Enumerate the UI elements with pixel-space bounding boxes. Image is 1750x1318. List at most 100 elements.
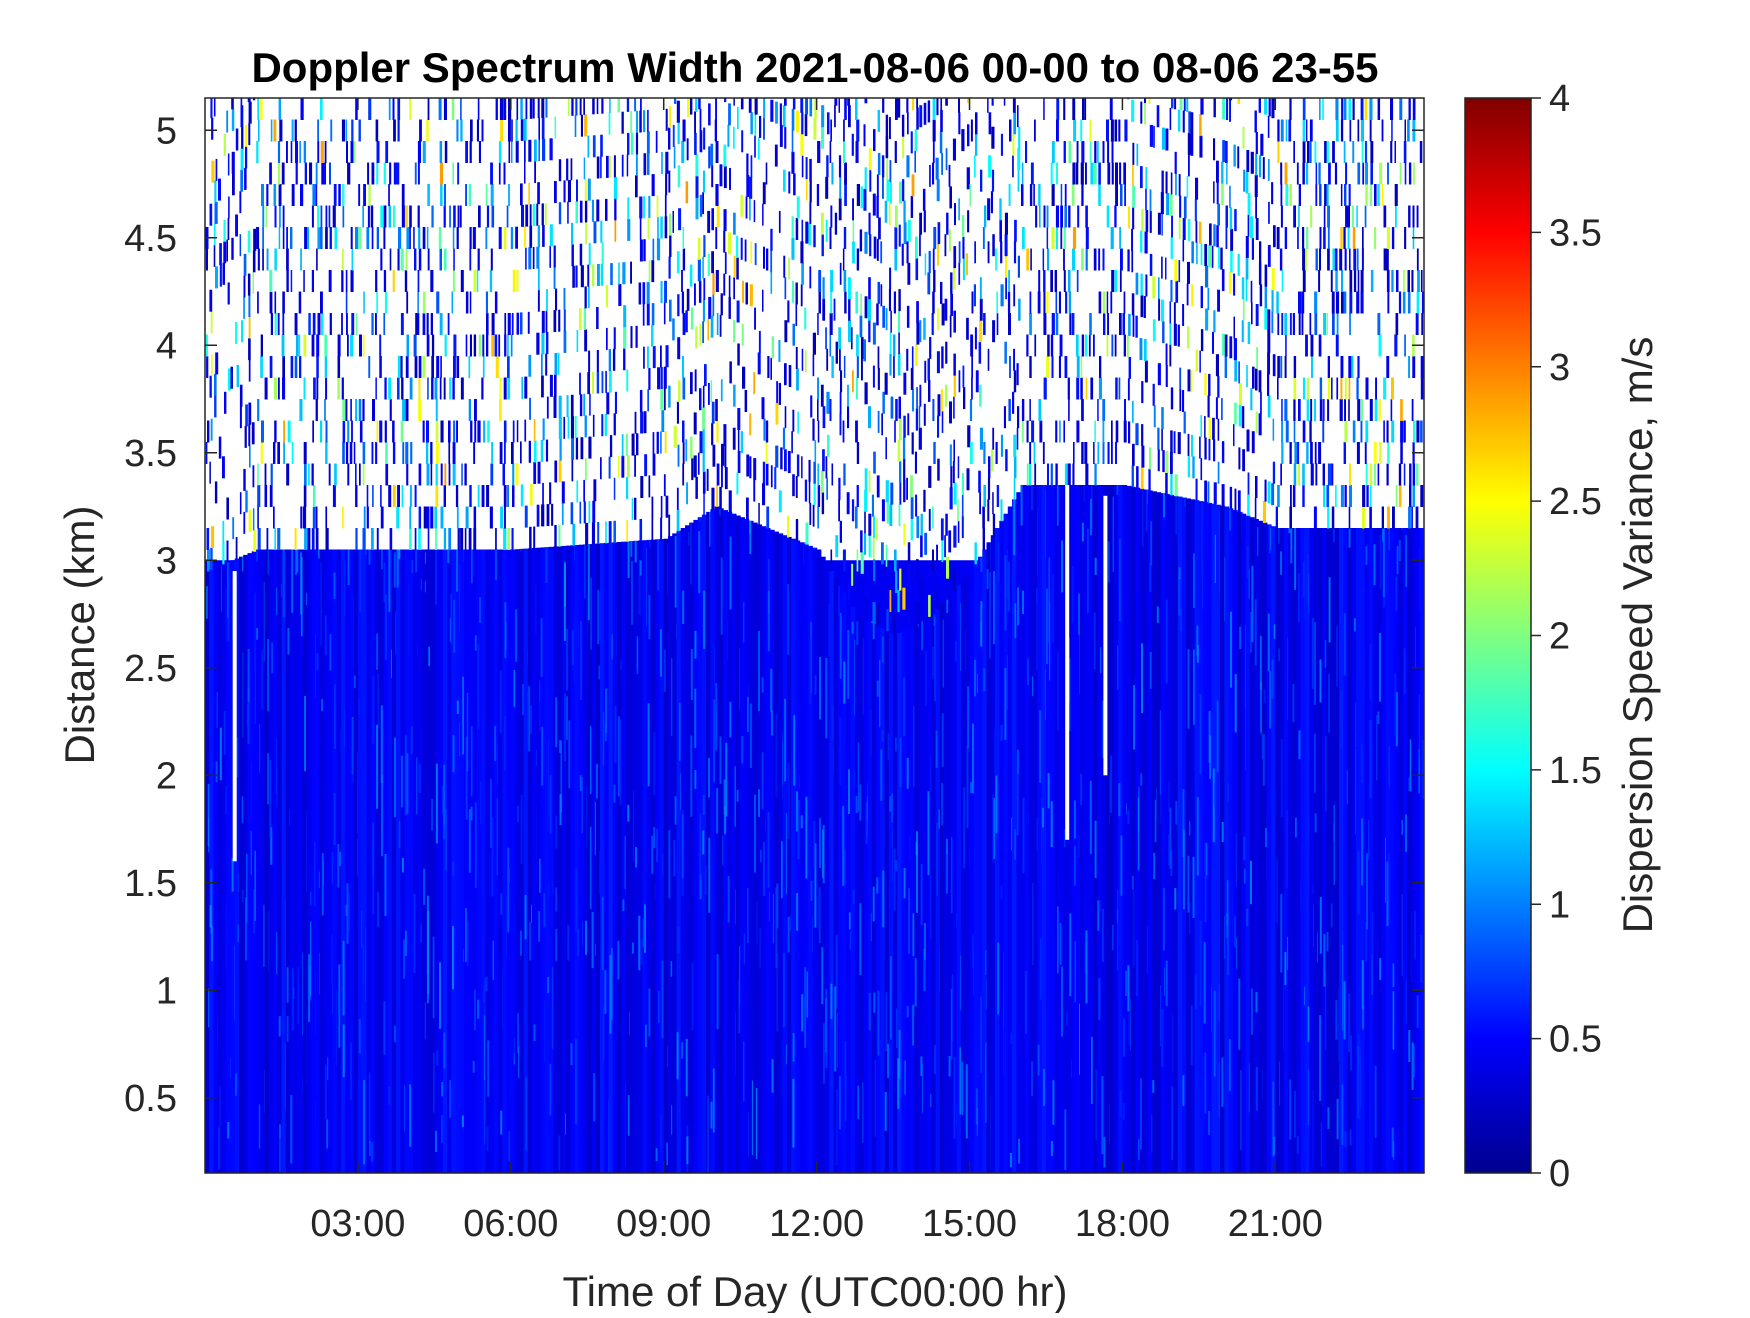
- heatmap-cell: [359, 399, 362, 421]
- heatmap-cell: [1222, 441, 1224, 463]
- heatmap-cell: [1315, 813, 1317, 832]
- heatmap-cell: [243, 469, 245, 491]
- heatmap-cell: [372, 227, 374, 249]
- heatmap-cell: [1255, 476, 1258, 498]
- heatmap-cell: [445, 809, 447, 870]
- heatmap-cell: [644, 153, 647, 175]
- heatmap-cell: [520, 183, 523, 205]
- heatmap-cell: [464, 550, 469, 1174]
- heatmap-cell: [1332, 141, 1335, 163]
- heatmap-cell: [1380, 535, 1382, 590]
- heatmap-cell: [1094, 163, 1097, 185]
- heatmap-cell: [602, 371, 604, 393]
- heatmap-cell: [538, 462, 541, 484]
- heatmap-cell: [1234, 209, 1237, 231]
- heatmap-cell: [830, 141, 832, 163]
- heatmap-cell: [511, 120, 513, 142]
- colorbar-tick-label: 3: [1549, 347, 1570, 389]
- heatmap-cell: [1014, 241, 1016, 263]
- heatmap-cell: [1323, 313, 1326, 335]
- heatmap-cell: [770, 100, 773, 122]
- heatmap-cell: [1056, 163, 1058, 185]
- heatmap-cell: [1352, 141, 1354, 163]
- heatmap-cell: [700, 195, 702, 217]
- heatmap-cell: [1102, 399, 1105, 421]
- heatmap-cell: [538, 268, 540, 290]
- heatmap-cell: [847, 630, 849, 699]
- heatmap-cell: [464, 464, 466, 486]
- heatmap-cell: [1179, 217, 1181, 239]
- heatmap-cell: [542, 311, 545, 333]
- heatmap-cell: [621, 456, 624, 478]
- heatmap-cell: [256, 227, 259, 249]
- heatmap-cell: [988, 349, 990, 371]
- heatmap-cell: [1394, 528, 1399, 1173]
- heatmap-cell: [817, 378, 819, 400]
- heatmap-cell: [584, 329, 587, 351]
- heatmap-cell: [708, 146, 710, 168]
- heatmap-cell: [1051, 335, 1053, 357]
- heatmap-cell: [979, 492, 981, 514]
- heatmap-cell: [534, 419, 536, 441]
- heatmap-cell: [1285, 163, 1288, 185]
- heatmap-cell: [745, 240, 747, 262]
- heatmap-cell: [1396, 313, 1399, 335]
- heatmap-cell: [627, 219, 630, 241]
- heatmap-cell: [597, 590, 599, 644]
- heatmap-cell: [1263, 501, 1266, 523]
- heatmap-cell: [869, 535, 871, 557]
- heatmap-cell: [1086, 227, 1089, 249]
- heatmap-cell: [1214, 991, 1216, 1077]
- heatmap-cell: [1182, 390, 1184, 412]
- heatmap-cell: [723, 145, 726, 167]
- heatmap-cell: [521, 377, 523, 399]
- heatmap-cell: [508, 869, 510, 883]
- heatmap-cell: [1255, 599, 1257, 665]
- heatmap-cell: [260, 98, 262, 120]
- heatmap-cell: [949, 186, 952, 208]
- heatmap-cell: [809, 202, 811, 224]
- heatmap-cell: [1259, 263, 1262, 285]
- heatmap-cell: [1222, 822, 1224, 842]
- heatmap-cell: [1179, 196, 1181, 218]
- heatmap-cell: [903, 523, 905, 545]
- heatmap-cell: [902, 136, 904, 158]
- heatmap-cell: [486, 335, 488, 357]
- heatmap-cell: [279, 120, 282, 142]
- heatmap-cell: [439, 962, 441, 1028]
- heatmap-cell: [479, 141, 481, 163]
- heatmap-cell: [1069, 292, 1071, 314]
- heatmap-cell: [970, 782, 972, 793]
- heatmap-cell: [564, 564, 566, 608]
- heatmap-cell: [414, 894, 416, 973]
- heatmap-cell: [564, 331, 567, 353]
- heatmap-cell: [487, 421, 490, 443]
- heatmap-cell: [559, 460, 562, 482]
- heatmap-cell: [793, 324, 796, 346]
- heatmap-cell: [304, 227, 307, 249]
- heatmap-cell: [367, 507, 369, 529]
- heatmap-cell: [394, 738, 396, 818]
- heatmap-cell: [1256, 412, 1258, 434]
- heatmap-cell: [541, 440, 544, 462]
- heatmap-cell: [406, 227, 409, 249]
- heatmap-cell: [1171, 237, 1173, 259]
- heatmap-cell: [474, 399, 477, 421]
- heatmap-cell: [770, 669, 772, 712]
- heatmap-cell: [516, 463, 519, 485]
- heatmap-cell: [524, 377, 527, 399]
- heatmap-cell: [971, 378, 973, 400]
- heatmap-cell: [277, 550, 282, 1174]
- heatmap-cell: [372, 163, 375, 185]
- heatmap-cell: [1303, 270, 1306, 292]
- heatmap-cell: [1144, 296, 1146, 318]
- heatmap-cell: [1199, 351, 1201, 373]
- heatmap-cell: [805, 93, 808, 115]
- heatmap-cell: [1260, 392, 1262, 414]
- heatmap-cell: [278, 141, 280, 163]
- heatmap-cell: [490, 507, 493, 529]
- heatmap-cell: [970, 571, 975, 1173]
- heatmap-cell: [1158, 299, 1160, 321]
- heatmap-cell: [1273, 462, 1275, 484]
- heatmap-cell: [1281, 421, 1283, 443]
